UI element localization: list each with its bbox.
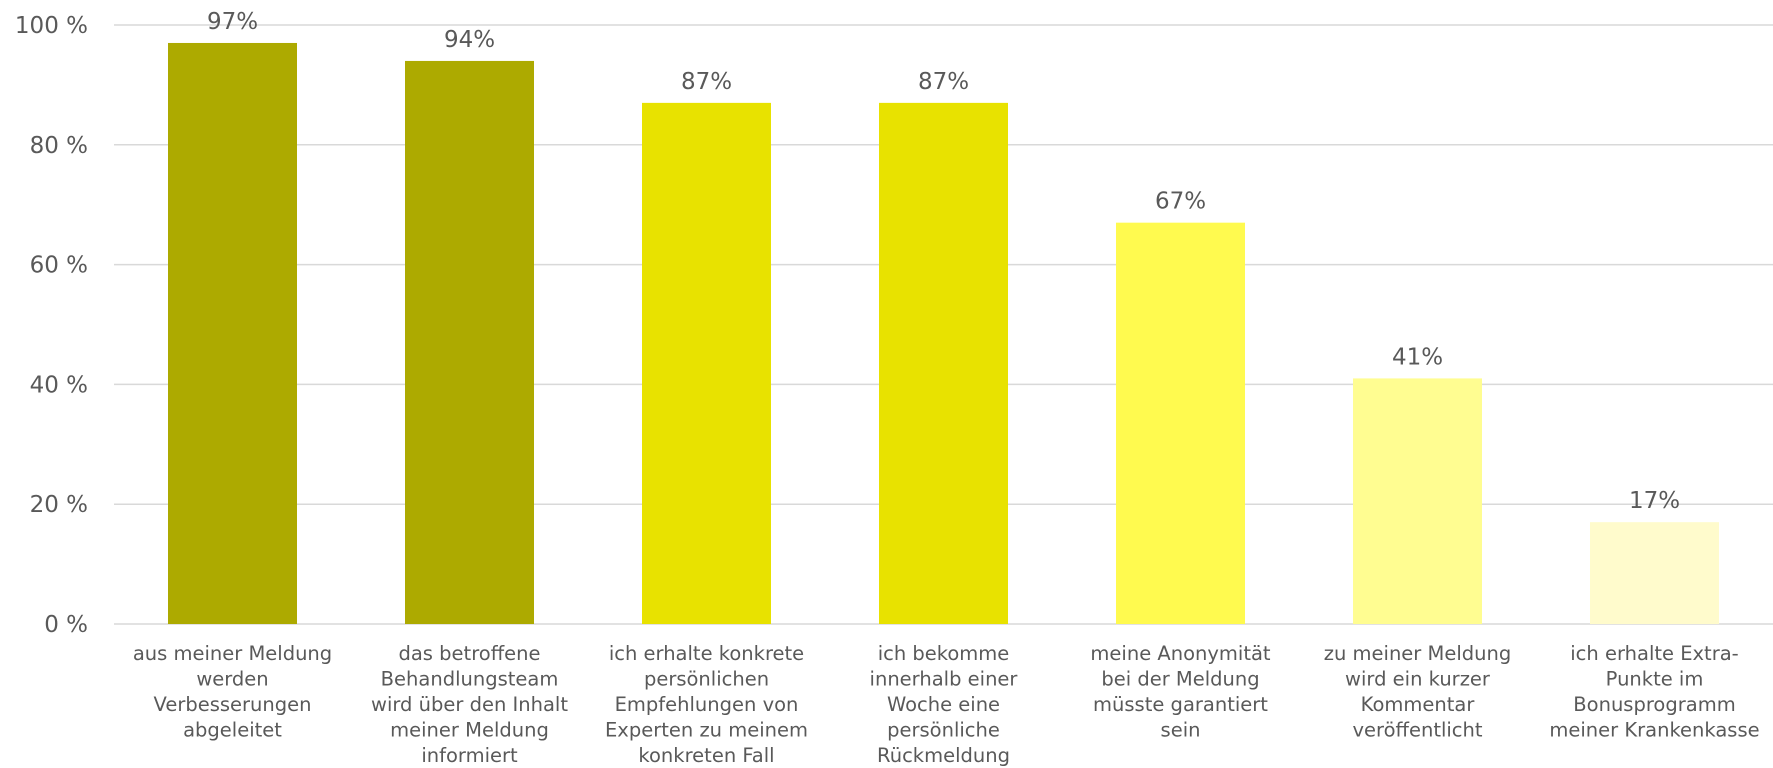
y-axis-tick-labels: 0 % 20 % 40 % 60 % 80 % 100 % — [15, 13, 88, 638]
category-label: meine Anonymität bei der Meldung müsste ga… — [1090, 642, 1271, 742]
category-label-line: bei der Meldung — [1101, 668, 1259, 691]
category-label-line: persönlichen — [644, 668, 769, 691]
category-label-line: werden — [196, 668, 268, 691]
category-label-line: konkreten Fall — [638, 744, 774, 767]
bar-data-label: 87% — [918, 69, 969, 95]
category-label-line: meiner Meldung — [390, 719, 549, 742]
bar-data-label: 97% — [207, 9, 258, 35]
category-label-line: sein — [1161, 719, 1201, 742]
category-label-line: Verbesserungen — [154, 693, 312, 716]
category-label-line: Kommentar — [1361, 693, 1476, 716]
bar — [405, 60, 534, 624]
category-label-line: ich erhalte konkrete — [609, 642, 804, 665]
category-label-line: Woche eine — [887, 693, 1000, 716]
category-label-line: Empfehlungen von — [615, 693, 799, 716]
bars — [168, 42, 1719, 625]
category-label-line: Rückmeldung — [877, 744, 1010, 767]
bar-data-label: 41% — [1392, 344, 1443, 370]
bar — [642, 102, 771, 625]
category-label-line: müsste garantiert — [1093, 693, 1268, 716]
category-label: aus meiner Meldung werden Verbesserungen ab… — [133, 642, 332, 742]
bar-data-label: 87% — [681, 69, 732, 95]
bar-data-label: 17% — [1629, 488, 1680, 514]
category-label-line: informiert — [421, 744, 518, 767]
category-label-line: ich bekomme — [878, 642, 1010, 665]
category-label-line: abgeleitet — [183, 719, 282, 742]
category-label-line: wird ein kurzer — [1345, 668, 1491, 691]
category-label-line: persönliche — [887, 719, 1000, 742]
data-labels: 97% 94% 87% 87% 67% 41% 17% — [207, 9, 1680, 514]
category-label-line: Bonusprogramm — [1573, 693, 1735, 716]
y-tick-label: 20 % — [30, 492, 88, 518]
bar — [1590, 522, 1719, 624]
category-label-line: innerhalb einer — [870, 668, 1019, 691]
category-label-line: meiner Krankenkasse — [1549, 719, 1759, 742]
bar — [168, 42, 297, 625]
category-label-line: Experten zu meinem — [605, 719, 808, 742]
category-label: zu meiner Meldung wird ein kurzer Kommenta… — [1324, 642, 1512, 742]
y-tick-label: 60 % — [30, 253, 88, 279]
category-label-line: Behandlungsteam — [381, 668, 559, 691]
category-label-line: Punkte im — [1606, 668, 1704, 691]
category-label-line: meine Anonymität — [1090, 642, 1271, 665]
category-label-line: wird über den Inhalt — [371, 693, 568, 716]
category-labels: aus meiner Meldung werden Verbesserungen ab… — [133, 642, 1760, 767]
y-tick-label: 100 % — [15, 13, 88, 39]
y-tick-label: 40 % — [30, 372, 88, 398]
category-label: ich erhalte konkrete persönlichen Empfehlu… — [605, 642, 808, 767]
category-label: das betroffene Behandlungsteam wird über d… — [371, 642, 568, 767]
bar — [1116, 222, 1245, 625]
bar-data-label: 94% — [444, 27, 495, 53]
category-label-line: aus meiner Meldung — [133, 642, 332, 665]
bar-data-label: 67% — [1155, 189, 1206, 215]
category-label-line: veröffentlicht — [1352, 719, 1482, 742]
category-label: ich bekomme innerhalb einer Woche eine pers… — [870, 642, 1019, 767]
bar — [1353, 378, 1482, 624]
category-label-line: das betroffene — [398, 642, 540, 665]
bar — [879, 102, 1008, 625]
category-label-line: ich erhalte Extra- — [1570, 642, 1738, 665]
category-label-line: zu meiner Meldung — [1324, 642, 1512, 665]
y-tick-label: 0 % — [44, 612, 88, 638]
y-tick-label: 80 % — [30, 133, 88, 159]
category-label: ich erhalte Extra- Punkte im Bonusprogramm… — [1549, 642, 1759, 742]
